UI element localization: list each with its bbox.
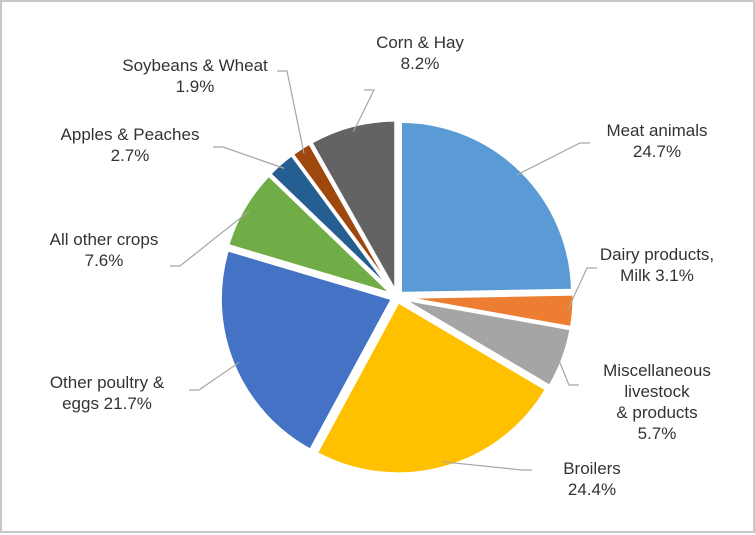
slice-label-line: 2.7% xyxy=(111,146,150,165)
slice-label-line: Miscellaneous xyxy=(603,361,711,380)
slice-label-line: Other poultry & xyxy=(50,373,165,392)
pie-slice xyxy=(400,297,573,389)
slice-label-line: Meat animals xyxy=(606,121,707,140)
slice-label: Apples & Peaches 2.7% xyxy=(61,125,200,165)
slice-label: Corn & Hay 8.2% xyxy=(376,33,464,73)
slice-label: Other poultry & eggs 21.7% xyxy=(50,373,165,413)
slice-label-line: 7.6% xyxy=(85,251,124,270)
slice-label: Meat animals 24.7% xyxy=(606,121,707,161)
slice-label-line: 24.7% xyxy=(633,142,681,161)
slice-labels: Meat animals 24.7% Dairy products, Milk 3.1… xyxy=(50,33,715,499)
pie-slice xyxy=(314,299,549,476)
pie-slice xyxy=(225,173,394,296)
pie-slice xyxy=(218,248,395,453)
slice-label-line: eggs 21.7% xyxy=(62,394,152,413)
slice-label-line: Milk 3.1% xyxy=(620,266,694,285)
leader-line xyxy=(189,361,240,391)
leader-line xyxy=(170,210,250,267)
slice-label-line: 24.4% xyxy=(568,480,616,499)
pie-slice xyxy=(399,119,575,295)
slice-label: Soybeans & Wheat 1.9% xyxy=(122,56,268,96)
pie-slice xyxy=(308,118,398,298)
slice-label-line: 1.9% xyxy=(176,77,215,96)
pie-slices xyxy=(218,118,576,476)
leader-line xyxy=(213,146,285,169)
slice-label: Miscellaneous livestock & products 5.7% xyxy=(603,361,711,443)
slice-label-line: livestock xyxy=(624,382,690,401)
slice-label: Broilers 24.4% xyxy=(563,459,621,499)
slice-label-line: 8.2% xyxy=(401,54,440,73)
slice-label-line: Apples & Peaches xyxy=(61,125,200,144)
leader-line xyxy=(556,356,579,386)
slice-label-line: Dairy products, xyxy=(600,245,714,264)
slice-label-line: Corn & Hay xyxy=(376,33,464,52)
pie-slice xyxy=(290,141,396,294)
slice-label-line: 5.7% xyxy=(638,424,677,443)
slice-label: Dairy products, Milk 3.1% xyxy=(600,245,714,285)
slice-label-line: All other crops xyxy=(50,230,159,249)
leader-lines xyxy=(170,70,597,471)
slice-label-line: & products xyxy=(616,403,697,422)
leader-line xyxy=(442,461,532,471)
leader-line xyxy=(566,267,597,311)
leader-line xyxy=(516,142,590,176)
slice-label: All other crops 7.6% xyxy=(50,230,159,270)
leader-line xyxy=(352,89,375,132)
slice-label-line: Broilers xyxy=(563,459,621,478)
slice-label-line: Soybeans & Wheat xyxy=(122,56,268,75)
leader-line xyxy=(277,70,305,154)
